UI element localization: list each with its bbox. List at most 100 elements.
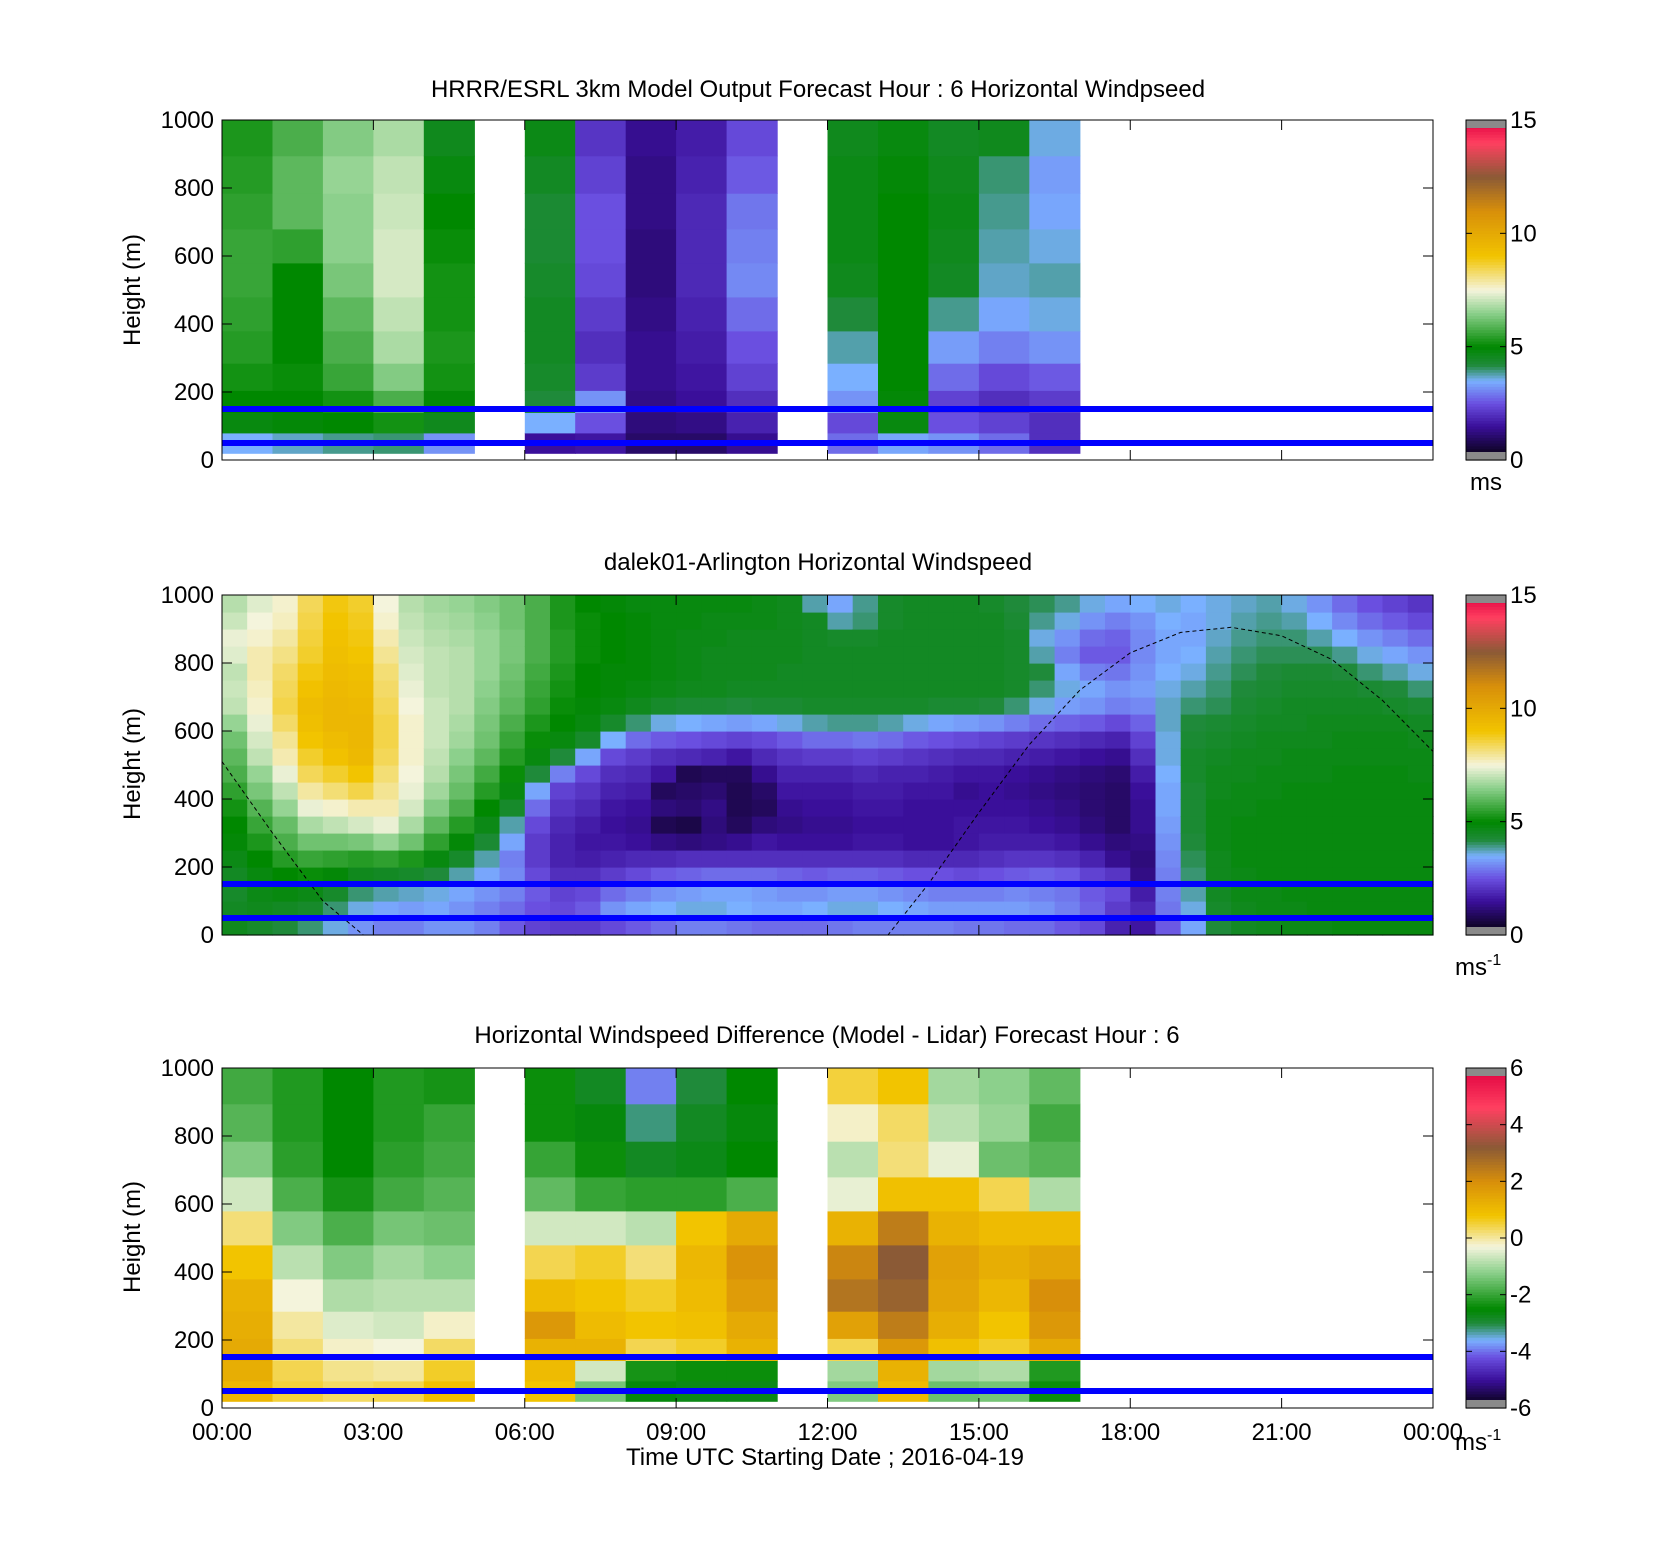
- heatmap-cell: [1155, 901, 1182, 919]
- heatmap-cell: [1407, 646, 1434, 664]
- heatmap-cell: [676, 799, 702, 817]
- heatmap-cell: [575, 1244, 627, 1280]
- colorbar-tick-label: 15: [1510, 582, 1537, 609]
- heatmap-cell: [1256, 867, 1283, 885]
- heatmap-cell: [777, 765, 803, 783]
- heatmap-cell: [1029, 833, 1056, 851]
- heatmap-cell: [827, 867, 854, 885]
- heatmap-cell: [575, 1176, 627, 1212]
- colorbar-segment: [1466, 1155, 1506, 1160]
- heatmap-cell: [297, 799, 324, 817]
- colorbar-segment: [1466, 1150, 1506, 1154]
- heatmap-cell: [1306, 850, 1333, 868]
- x-tick-label: 09:00: [646, 1419, 706, 1446]
- heatmap-cell: [827, 1311, 879, 1339]
- heatmap-cell: [878, 663, 904, 681]
- heatmap-cell: [978, 1068, 1030, 1105]
- heatmap-cell: [474, 765, 501, 783]
- heatmap-cell: [1029, 193, 1081, 230]
- colorbar-segment: [1466, 1314, 1506, 1318]
- colorbar-segment: [1466, 185, 1506, 189]
- heatmap-cell: [726, 296, 778, 332]
- colorbar-segment: [1466, 884, 1506, 888]
- heatmap-cell: [701, 867, 728, 885]
- heatmap-cell: [676, 1141, 728, 1178]
- heatmap-cell: [928, 697, 955, 715]
- colorbar-segment: [1466, 179, 1506, 183]
- colorbar-segment: [1466, 1218, 1506, 1222]
- colorbar-tick-label: 5: [1510, 334, 1523, 361]
- heatmap-cell: [575, 884, 601, 902]
- heatmap-cell: [550, 901, 576, 919]
- colorbar-segment: [1466, 1368, 1506, 1372]
- heatmap-cell: [1130, 714, 1157, 732]
- heatmap-cell: [802, 850, 829, 868]
- heatmap-cell: [373, 193, 425, 230]
- y-tick-label: 800: [174, 175, 214, 202]
- colorbar-segment: [1466, 640, 1506, 644]
- heatmap-cell: [1130, 918, 1157, 936]
- heatmap-cell: [827, 1278, 879, 1312]
- colorbar-segment: [1466, 176, 1506, 181]
- heatmap-cell: [1231, 867, 1257, 885]
- heatmap-cell: [928, 363, 980, 391]
- heatmap-cell: [524, 748, 551, 766]
- heatmap-cell: [348, 697, 374, 715]
- heatmap-cell: [575, 680, 601, 698]
- heatmap-cell: [322, 731, 349, 749]
- heatmap-cell: [1332, 833, 1358, 851]
- heatmap-cell: [222, 731, 248, 749]
- x-tick-label: 06:00: [495, 1419, 555, 1446]
- heatmap-cell: [550, 799, 576, 817]
- heatmap-cell: [1332, 799, 1358, 817]
- heatmap-cell: [524, 782, 551, 800]
- heatmap-cell: [726, 330, 778, 364]
- heatmap-cell: [878, 193, 930, 230]
- heatmap-cell: [247, 867, 273, 885]
- heatmap-cell: [903, 595, 929, 613]
- colorbar-segment: [1466, 267, 1506, 271]
- heatmap-cell: [1155, 799, 1182, 817]
- heatmap-cell: [322, 1141, 374, 1178]
- colorbar-segment: [1466, 694, 1506, 698]
- heatmap-cell: [751, 748, 778, 766]
- heatmap-cell: [499, 901, 526, 919]
- heatmap-cell: [852, 833, 879, 851]
- heatmap-cell: [1004, 714, 1030, 732]
- heatmap-cell: [474, 680, 501, 698]
- y-tick-label: 1000: [161, 1055, 214, 1082]
- heatmap-cell: [701, 850, 728, 868]
- heatmap-cell: [524, 1244, 576, 1280]
- heatmap-cell: [1357, 816, 1384, 834]
- colorbar-segment: [1466, 380, 1506, 385]
- heatmap-cell: [348, 765, 374, 783]
- heatmap-cell: [625, 612, 652, 630]
- heatmap-cell: [1382, 765, 1409, 783]
- colorbar-segment: [1466, 889, 1506, 894]
- heatmap-cell: [650, 799, 677, 817]
- heatmap-cell: [222, 799, 248, 817]
- heatmap-cell: [1180, 901, 1207, 919]
- heatmap-cell: [1332, 731, 1358, 749]
- heatmap-cell: [1130, 799, 1157, 817]
- colorbar-segment: [1466, 626, 1506, 630]
- heatmap-cell: [1357, 748, 1384, 766]
- heatmap-cell: [600, 697, 627, 715]
- heatmap-cell: [297, 629, 324, 647]
- heatmap-cell: [423, 867, 450, 885]
- heatmap-cell: [322, 646, 349, 664]
- heatmap-cell: [1306, 731, 1333, 749]
- heatmap-cell: [1079, 697, 1106, 715]
- heatmap-cell: [1029, 1176, 1081, 1212]
- heatmap-cell: [474, 629, 501, 647]
- heatmap-cell: [1155, 663, 1182, 681]
- heatmap-cell: [297, 833, 324, 851]
- heatmap-cell: [423, 1068, 475, 1105]
- heatmap-cell: [1205, 697, 1232, 715]
- heatmap-cell: [222, 1141, 274, 1178]
- colorbar-segment: [1466, 1396, 1506, 1401]
- heatmap-cell: [474, 646, 501, 664]
- heatmap-cell: [751, 629, 778, 647]
- colorbar-segment: [1466, 443, 1506, 447]
